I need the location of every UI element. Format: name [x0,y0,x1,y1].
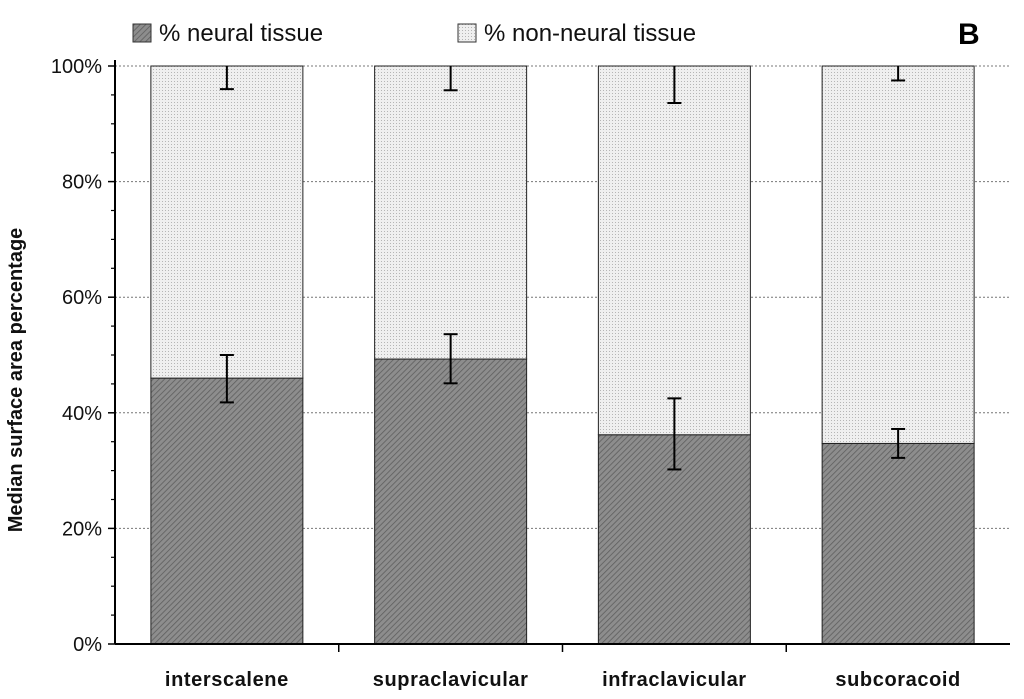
y-tick-label: 80% [62,172,102,194]
x-tick-label: interscalene [165,669,289,691]
y-tick-label: 60% [62,287,102,309]
x-tick-label: supraclavicular [373,669,529,691]
x-tick-label: infraclavicular [602,669,747,691]
y-tick-label: 100% [51,56,102,78]
bar-segment [374,65,528,360]
y-axis-title: Median surface area percentage [5,228,27,533]
panel-letter: B [958,18,980,51]
x-tick-label: subcoracoid [835,669,961,691]
bar-segment [150,65,304,379]
legend-swatch-neural [132,23,152,43]
bar-segment [821,65,975,444]
bar-segment [821,442,975,645]
y-tick-label: 20% [62,518,102,540]
legend-swatch-non-neural [457,23,477,43]
bar-segment [374,358,528,645]
bar-segment [597,65,751,436]
bar-segment [150,377,304,645]
y-tick-label: 0% [73,634,102,656]
axes: 0% 20% 40% 60% 80% 100% interscalene supraclavi… [51,56,1010,691]
legend-label-non-neural: % non-neural tissue [484,20,696,47]
legend: % neural tissue % non-neural tissue [132,20,696,47]
legend-label-neural: % neural tissue [159,20,323,47]
bars [150,65,975,645]
y-tick-label: 40% [62,403,102,425]
error-bars [219,66,906,471]
